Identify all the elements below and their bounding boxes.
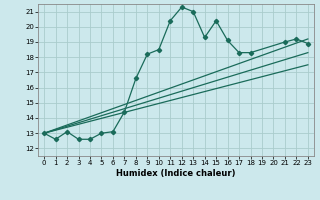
X-axis label: Humidex (Indice chaleur): Humidex (Indice chaleur) — [116, 169, 236, 178]
